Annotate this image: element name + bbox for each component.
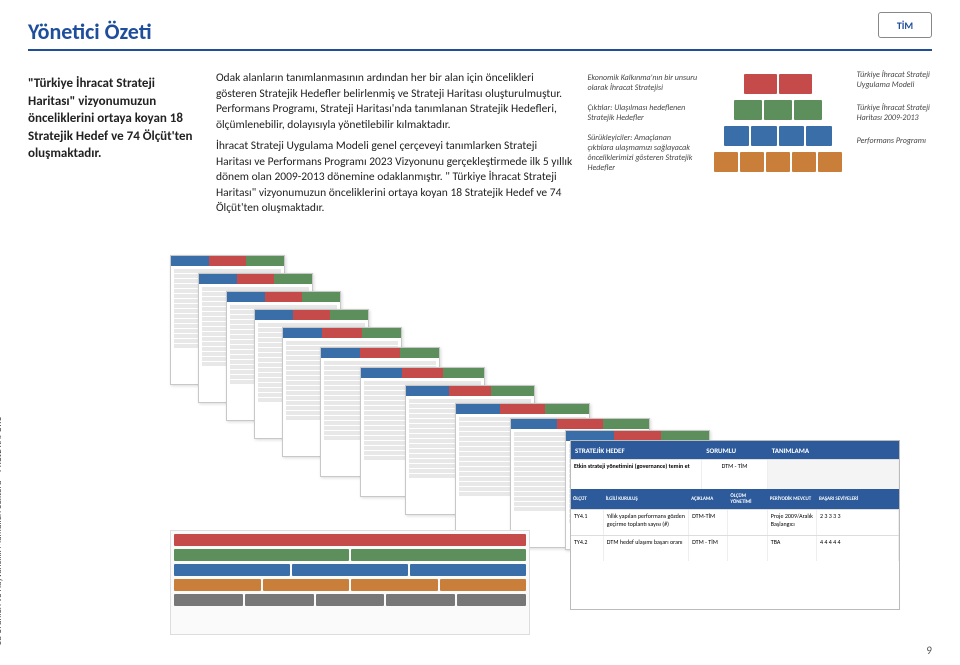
- side-label: Su Ürünleri ve Hayvancılık Mamulleri Sek…: [0, 416, 4, 645]
- legend-item-2: Çıktılar: Ulaşılması hedeflenen Strateji…: [587, 103, 698, 123]
- logo: TİM: [878, 12, 932, 38]
- quote-box: "Türkiye İhracat Strateji Haritası" vizy…: [28, 71, 202, 217]
- page-title: Yönetici Özeti: [28, 18, 932, 51]
- pyramid-diagram: [713, 71, 843, 217]
- legend-item-3: Sürükleyiciler: Amaçlanan çıktılara ulaş…: [587, 133, 698, 173]
- page-number: 9: [926, 644, 932, 657]
- body-text: Odak alanların tanımlanmasının ardından …: [216, 71, 574, 217]
- performance-table: STRATEJİK HEDEFSORUMLUTANIMLAMAEtkin str…: [570, 440, 900, 610]
- legend-column: Ekonomik Kalkınma'nın bir unsuru olarak …: [587, 71, 698, 217]
- content-row: "Türkiye İhracat Strateji Haritası" vizy…: [28, 71, 932, 217]
- label-1: Türkiye İhracat Strateji Uygulama Modeli: [857, 71, 932, 90]
- bottom-pyramid-block: [170, 530, 530, 635]
- labels-column: Türkiye İhracat Strateji Uygulama Modeli…: [857, 71, 932, 217]
- label-2: Türkiye İhracat Strateji Haritası 2009-2…: [857, 104, 932, 123]
- label-3: Performans Programı: [857, 137, 932, 147]
- legend-item-1: Ekonomik Kalkınma'nın bir unsuru olarak …: [587, 73, 698, 93]
- body-para-1: Odak alanların tanımlanmasının ardından …: [216, 71, 562, 132]
